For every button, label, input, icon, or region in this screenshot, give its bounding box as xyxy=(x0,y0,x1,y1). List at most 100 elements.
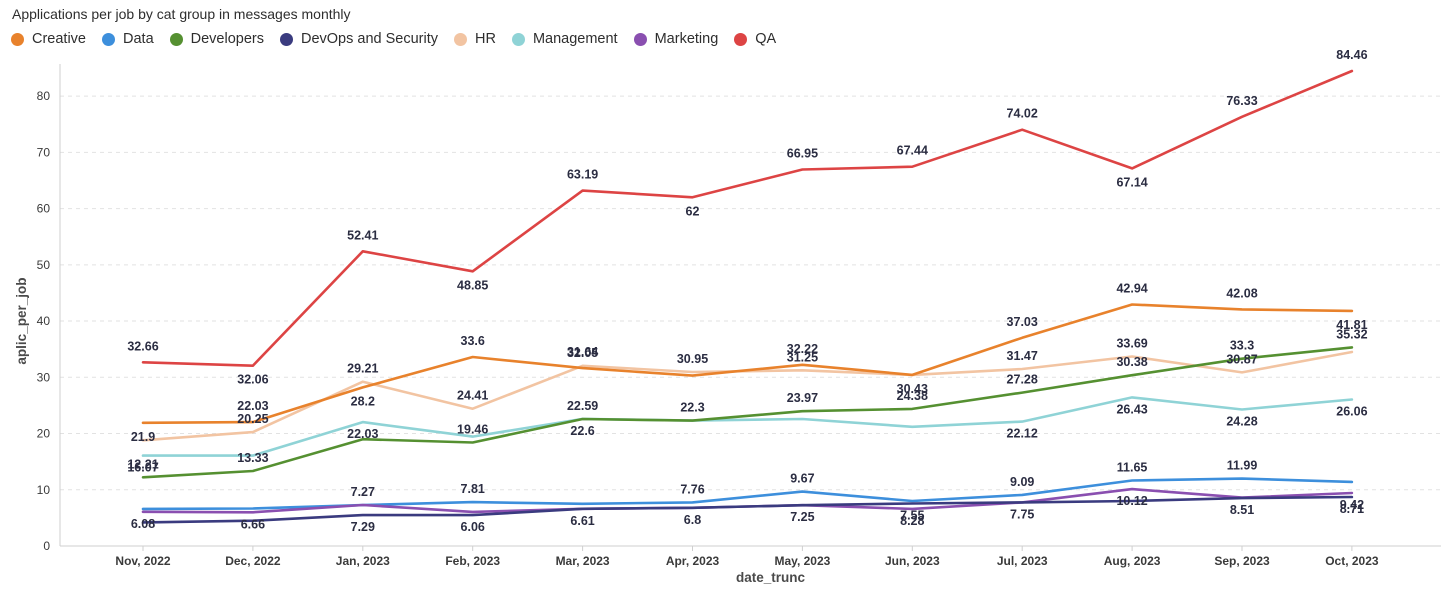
legend-swatch-devops-and-security xyxy=(279,32,293,46)
data-label-management: 22.12 xyxy=(1007,427,1038,441)
data-label-developers: 13.33 xyxy=(237,451,268,465)
data-label-management: 16.07 xyxy=(127,461,158,475)
data-label-hr: 32.05 xyxy=(567,346,598,360)
data-label-devops-and-security: 6.8 xyxy=(684,513,701,527)
x-tick-label: Aug, 2023 xyxy=(1104,554,1161,568)
series-line-developers[interactable] xyxy=(141,346,1354,479)
legend-item-devops-and-security[interactable]: DevOps and Security xyxy=(279,31,438,47)
series-lines xyxy=(141,69,1354,524)
axes: 0 10 20 30 40 50 60 70 80 Nov, 2022 Dec, 2022 Jan, … xyxy=(37,64,1441,568)
data-label-hr: 33.69 xyxy=(1116,337,1147,351)
data-label-developers: 30.38 xyxy=(1116,355,1147,369)
x-tick-label: Nov, 2022 xyxy=(115,554,170,568)
data-label-hr: 24.41 xyxy=(457,389,488,403)
series-line-hr[interactable] xyxy=(141,350,1354,442)
y-tick-label: 80 xyxy=(37,89,51,103)
x-tick-label: Jul, 2023 xyxy=(997,554,1048,568)
data-label-developers: 33.3 xyxy=(1230,339,1254,353)
data-label-qa: 84.46 xyxy=(1336,48,1367,62)
series-line-management[interactable] xyxy=(141,396,1354,457)
x-tick-label: Jun, 2023 xyxy=(885,554,940,568)
data-label-data: 7.27 xyxy=(351,485,375,499)
x-tick-label: Jan, 2023 xyxy=(336,554,390,568)
data-label-management: 22.03 xyxy=(347,427,378,441)
data-label-developers: 23.97 xyxy=(787,391,818,405)
legend-swatch-data xyxy=(102,32,115,46)
data-label-qa: 74.02 xyxy=(1007,107,1038,121)
legend-label-devops-and-security: DevOps and Security xyxy=(300,31,438,47)
legend-swatch-hr xyxy=(454,32,467,46)
y-tick-label: 50 xyxy=(37,258,51,272)
data-label-qa: 67.14 xyxy=(1116,175,1147,189)
x-tick-label: Dec, 2022 xyxy=(225,554,281,568)
series-line-data[interactable] xyxy=(141,477,1354,511)
legend-item-data[interactable]: Data xyxy=(102,31,154,47)
legend-item-creative[interactable]: Creative xyxy=(11,31,86,47)
x-axis-title: date_trunc xyxy=(736,570,806,585)
x-tick-label: Oct, 2023 xyxy=(1325,554,1379,568)
data-label-marketing: 8.28 xyxy=(900,514,924,528)
data-label-management: 26.43 xyxy=(1116,402,1147,416)
data-label-devops-and-security: 7.25 xyxy=(790,510,814,524)
data-label-devops-and-security: 6.61 xyxy=(570,514,594,528)
legend-swatch-management xyxy=(511,32,525,46)
y-tick-label: 10 xyxy=(37,483,51,497)
legend-label-developers: Developers xyxy=(190,31,264,47)
data-label-qa: 67.44 xyxy=(897,144,928,158)
data-label-hr: 29.21 xyxy=(347,362,378,376)
data-label-devops-and-security: 8.51 xyxy=(1230,503,1254,517)
legend-item-hr[interactable]: HR xyxy=(454,31,496,47)
data-label-qa: 76.33 xyxy=(1226,94,1257,108)
data-label-developers: 35.32 xyxy=(1336,327,1367,341)
data-label-qa: 52.41 xyxy=(347,228,378,242)
y-tick-label: 30 xyxy=(37,370,51,384)
data-label-data: 11.65 xyxy=(1117,460,1148,474)
x-tick-label: Apr, 2023 xyxy=(666,554,720,568)
y-tick-label: 20 xyxy=(37,427,51,441)
legend-label-creative: Creative xyxy=(32,31,86,47)
legend-item-developers[interactable]: Developers xyxy=(169,31,264,47)
data-label-developers: 22.59 xyxy=(567,399,598,413)
data-label-devops-and-security: 8.71 xyxy=(1340,502,1364,516)
y-tick-label: 60 xyxy=(37,202,51,216)
data-label-data: 11.99 xyxy=(1227,459,1258,473)
legend-item-qa[interactable]: QA xyxy=(734,31,776,47)
data-label-creative: 32.22 xyxy=(787,342,818,356)
data-label-creative: 41.81 xyxy=(1336,318,1367,332)
data-label-devops-and-security: 7.75 xyxy=(1010,507,1034,521)
series-line-qa[interactable] xyxy=(141,69,1354,368)
data-label-marketing: 10.12 xyxy=(1116,494,1147,508)
data-label-management: 22.6 xyxy=(570,424,594,438)
x-tick-label: Mar, 2023 xyxy=(556,554,610,568)
legend-item-management[interactable]: Management xyxy=(511,31,618,47)
data-label-qa: 32.66 xyxy=(127,339,158,353)
data-label-creative: 33.6 xyxy=(461,334,485,348)
legend-item-marketing[interactable]: Marketing xyxy=(633,31,718,47)
data-label-management: 26.06 xyxy=(1336,404,1367,418)
data-label-developers: 19.46 xyxy=(457,423,488,437)
data-label-hr: 20.25 xyxy=(237,412,268,426)
data-label-devops-and-security: 7.29 xyxy=(351,520,375,534)
data-label-creative: 28.2 xyxy=(351,394,375,408)
data-label-data: 9.67 xyxy=(790,472,814,486)
legend-swatch-marketing xyxy=(633,32,647,46)
data-label-qa: 32.06 xyxy=(237,373,268,387)
data-label-data: 9.09 xyxy=(1010,475,1034,489)
data-label-developers: 22.3 xyxy=(680,401,704,415)
legend-label-management: Management xyxy=(532,31,618,47)
series-line-creative[interactable] xyxy=(141,303,1354,425)
legend-label-hr: HR xyxy=(475,31,496,47)
y-tick-label: 0 xyxy=(43,539,50,553)
x-tick-label: Sep, 2023 xyxy=(1214,554,1270,568)
legend-label-qa: QA xyxy=(755,31,777,47)
series-line-devops-and-security[interactable] xyxy=(141,495,1354,524)
data-label-marketing: 6.66 xyxy=(241,517,265,531)
data-label-qa: 48.85 xyxy=(457,278,488,292)
data-label-marketing: 6.08 xyxy=(131,517,155,531)
legend-swatch-developers xyxy=(169,32,183,46)
data-label-devops-and-security: 7.55 xyxy=(900,509,924,523)
y-tick-label: 70 xyxy=(37,145,51,159)
data-label-creative: 30.43 xyxy=(897,382,928,396)
data-label-data: 7.81 xyxy=(461,482,485,496)
